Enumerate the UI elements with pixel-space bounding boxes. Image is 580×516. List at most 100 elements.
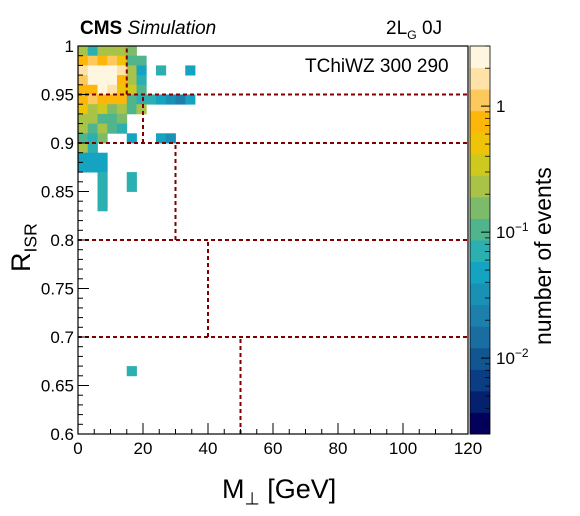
heatmap-cell — [78, 143, 89, 154]
y-axis: 0.6 0.65 0.7 0.75 0.8 0.85 0.9 0.95 1 — [41, 37, 89, 444]
heatmap-cell — [126, 55, 137, 66]
heatmap-cell — [87, 46, 98, 57]
colorbar-frame — [469, 45, 491, 435]
y-tick-label: 0.8 — [50, 231, 74, 250]
heatmap-cell — [97, 201, 108, 212]
heatmap-cell — [185, 65, 196, 76]
heatmap-cell — [78, 55, 89, 66]
colorbar-band — [470, 67, 490, 90]
heatmap-cell — [136, 65, 147, 76]
heatmap-cell — [126, 172, 137, 183]
heatmap-cell — [117, 75, 128, 86]
y-tick-label: 0.85 — [41, 183, 74, 202]
y-tick-label: 1 — [65, 37, 74, 56]
y-tick-label: 0.65 — [41, 377, 74, 396]
heatmap-cell — [126, 181, 137, 192]
colorbar-band — [470, 412, 490, 435]
colorbar-band — [470, 175, 490, 198]
x-tick-label: 80 — [329, 439, 348, 458]
heatmap-cell — [97, 133, 108, 144]
region-boundaries — [78, 46, 468, 434]
heatmap-cell — [78, 152, 89, 163]
heatmap-cell — [87, 65, 98, 76]
region-label: 2LG 0J — [386, 18, 442, 42]
heatmap-cell — [126, 366, 137, 377]
x-tick-label: 20 — [134, 439, 153, 458]
colorbar-band — [470, 304, 490, 327]
heatmap-cell — [136, 104, 147, 115]
x-tick-label: 120 — [454, 439, 482, 458]
heatmap-cell — [87, 94, 98, 105]
colorbar-band — [470, 196, 490, 219]
heatmap-cell — [136, 84, 147, 95]
heatmap-cell — [107, 104, 118, 115]
y-tick-label: 0.7 — [50, 328, 74, 347]
x-tick-label: 0 — [73, 439, 82, 458]
heatmap-cell — [146, 94, 157, 105]
colorbar-tick-mantissa: 10 — [496, 349, 515, 368]
heatmap-cell — [107, 113, 118, 124]
heatmap-cell — [87, 75, 98, 86]
heatmap-cell — [117, 65, 128, 76]
colorbar-tick-exponent: −2 — [515, 346, 529, 360]
heatmap-cell — [175, 94, 186, 105]
heatmap-cell — [78, 123, 89, 134]
colorbar-band — [470, 153, 490, 176]
x-tick-label: 40 — [199, 439, 218, 458]
heatmap-cell — [78, 84, 89, 95]
heatmap-cell — [78, 113, 89, 124]
heatmap-cells — [78, 46, 196, 377]
heatmap-cell — [87, 55, 98, 66]
heatmap-cell — [117, 46, 128, 57]
heatmap-cell — [126, 65, 137, 76]
region-label-sub: G — [407, 27, 417, 42]
colorbar-tick-mantissa: 1 — [496, 97, 505, 116]
colorbar-band — [470, 46, 490, 69]
colorbar-tick-mantissa: 10 — [496, 223, 515, 242]
y-tick-label: 0.9 — [50, 134, 74, 153]
cms-label-bold: CMS — [80, 18, 123, 39]
heatmap-cell — [165, 133, 176, 144]
heatmap-cell — [97, 94, 108, 105]
heatmap-cell — [136, 94, 147, 105]
heatmap-cell — [117, 113, 128, 124]
heatmap-cell — [87, 143, 98, 154]
y-tick-label: 0.6 — [50, 425, 74, 444]
heatmap-cell — [126, 75, 137, 86]
colorbar-band — [470, 240, 490, 263]
heatmap-cell — [156, 94, 167, 105]
y-tick-label: 0.75 — [41, 280, 74, 299]
heatmap-cell — [126, 133, 137, 144]
region-label-jets: 0J — [416, 18, 443, 39]
cms-label: CMS Simulation — [80, 18, 216, 40]
heatmap-cell — [78, 162, 89, 173]
heatmap-cell — [136, 75, 147, 86]
cms-label-italic: Simulation — [127, 18, 217, 39]
heatmap-cell — [107, 123, 118, 134]
heatmap-cell — [117, 84, 128, 95]
heatmap-cell — [117, 55, 128, 66]
colorbar-band — [470, 283, 490, 306]
y-tick-label: 0.95 — [41, 86, 74, 105]
colorbar-band — [470, 218, 490, 241]
heatmap-cell — [97, 75, 108, 86]
heatmap-cell — [97, 152, 108, 163]
heatmap-cell — [87, 113, 98, 124]
colorbar-band — [470, 390, 490, 413]
heatmap-cell — [87, 133, 98, 144]
heatmap-cell — [165, 94, 176, 105]
colorbar-band — [470, 89, 490, 112]
heatmap-cell — [87, 162, 98, 173]
region-label-main: 2L — [386, 18, 408, 39]
colorbar-tick-label: 1 — [496, 97, 505, 116]
heatmap-cell — [117, 123, 128, 134]
x-tick-label: 100 — [389, 439, 417, 458]
heatmap-cell — [107, 94, 118, 105]
colorbar-band — [470, 326, 490, 349]
heatmap-cell — [97, 113, 108, 124]
x-axis-label-symbol: ⊥ — [244, 488, 260, 509]
colorbar-axis: 10−210−11 — [481, 45, 529, 425]
heatmap-cell — [78, 104, 89, 115]
colorbar-tick-label: 10−2 — [496, 346, 529, 368]
